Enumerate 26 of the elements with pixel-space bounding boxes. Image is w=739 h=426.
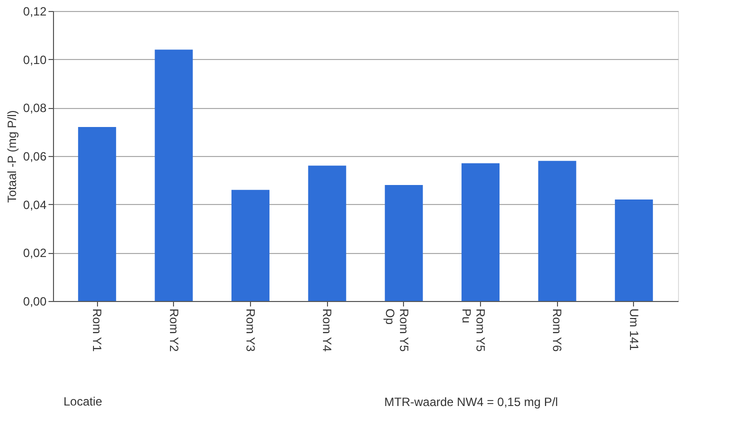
bar xyxy=(308,166,346,301)
x-tick-label: Rom Y2 xyxy=(166,308,181,352)
x-tick-label: Rom Y5 Pu xyxy=(460,308,488,352)
x-tick-label: Rom Y4 xyxy=(320,308,334,352)
y-axis-title: Totaal -P (mg P/l) xyxy=(5,110,20,203)
y-tick-label: 0,00 xyxy=(23,294,47,308)
x-axis-title: Locatie xyxy=(64,394,103,408)
bar xyxy=(462,163,500,301)
y-tick-label: 0,10 xyxy=(23,52,47,67)
y-tick-label: 0,12 xyxy=(23,4,47,18)
y-tick-label: 0,08 xyxy=(23,101,47,116)
bar xyxy=(154,50,193,301)
y-tick-label: 0,06 xyxy=(23,150,47,164)
bar xyxy=(231,190,270,301)
x-tick-label: Um 141 xyxy=(626,308,641,351)
bar xyxy=(538,160,576,301)
bar xyxy=(384,185,423,301)
bar xyxy=(614,200,653,301)
x-tick-label: Rom Y1 xyxy=(90,308,104,352)
x-tick-label: Rom Y3 xyxy=(243,308,258,352)
text: MTR-waarde NW4 = 0,15 mg P/l xyxy=(384,395,558,409)
y-tick-label: 0,04 xyxy=(23,198,47,212)
x-tick-label: Rom Y5 Op xyxy=(382,308,411,352)
bar xyxy=(78,127,116,301)
y-tick-label: 0,02 xyxy=(23,246,47,260)
x-tick-label: Rom Y6 xyxy=(550,308,564,352)
